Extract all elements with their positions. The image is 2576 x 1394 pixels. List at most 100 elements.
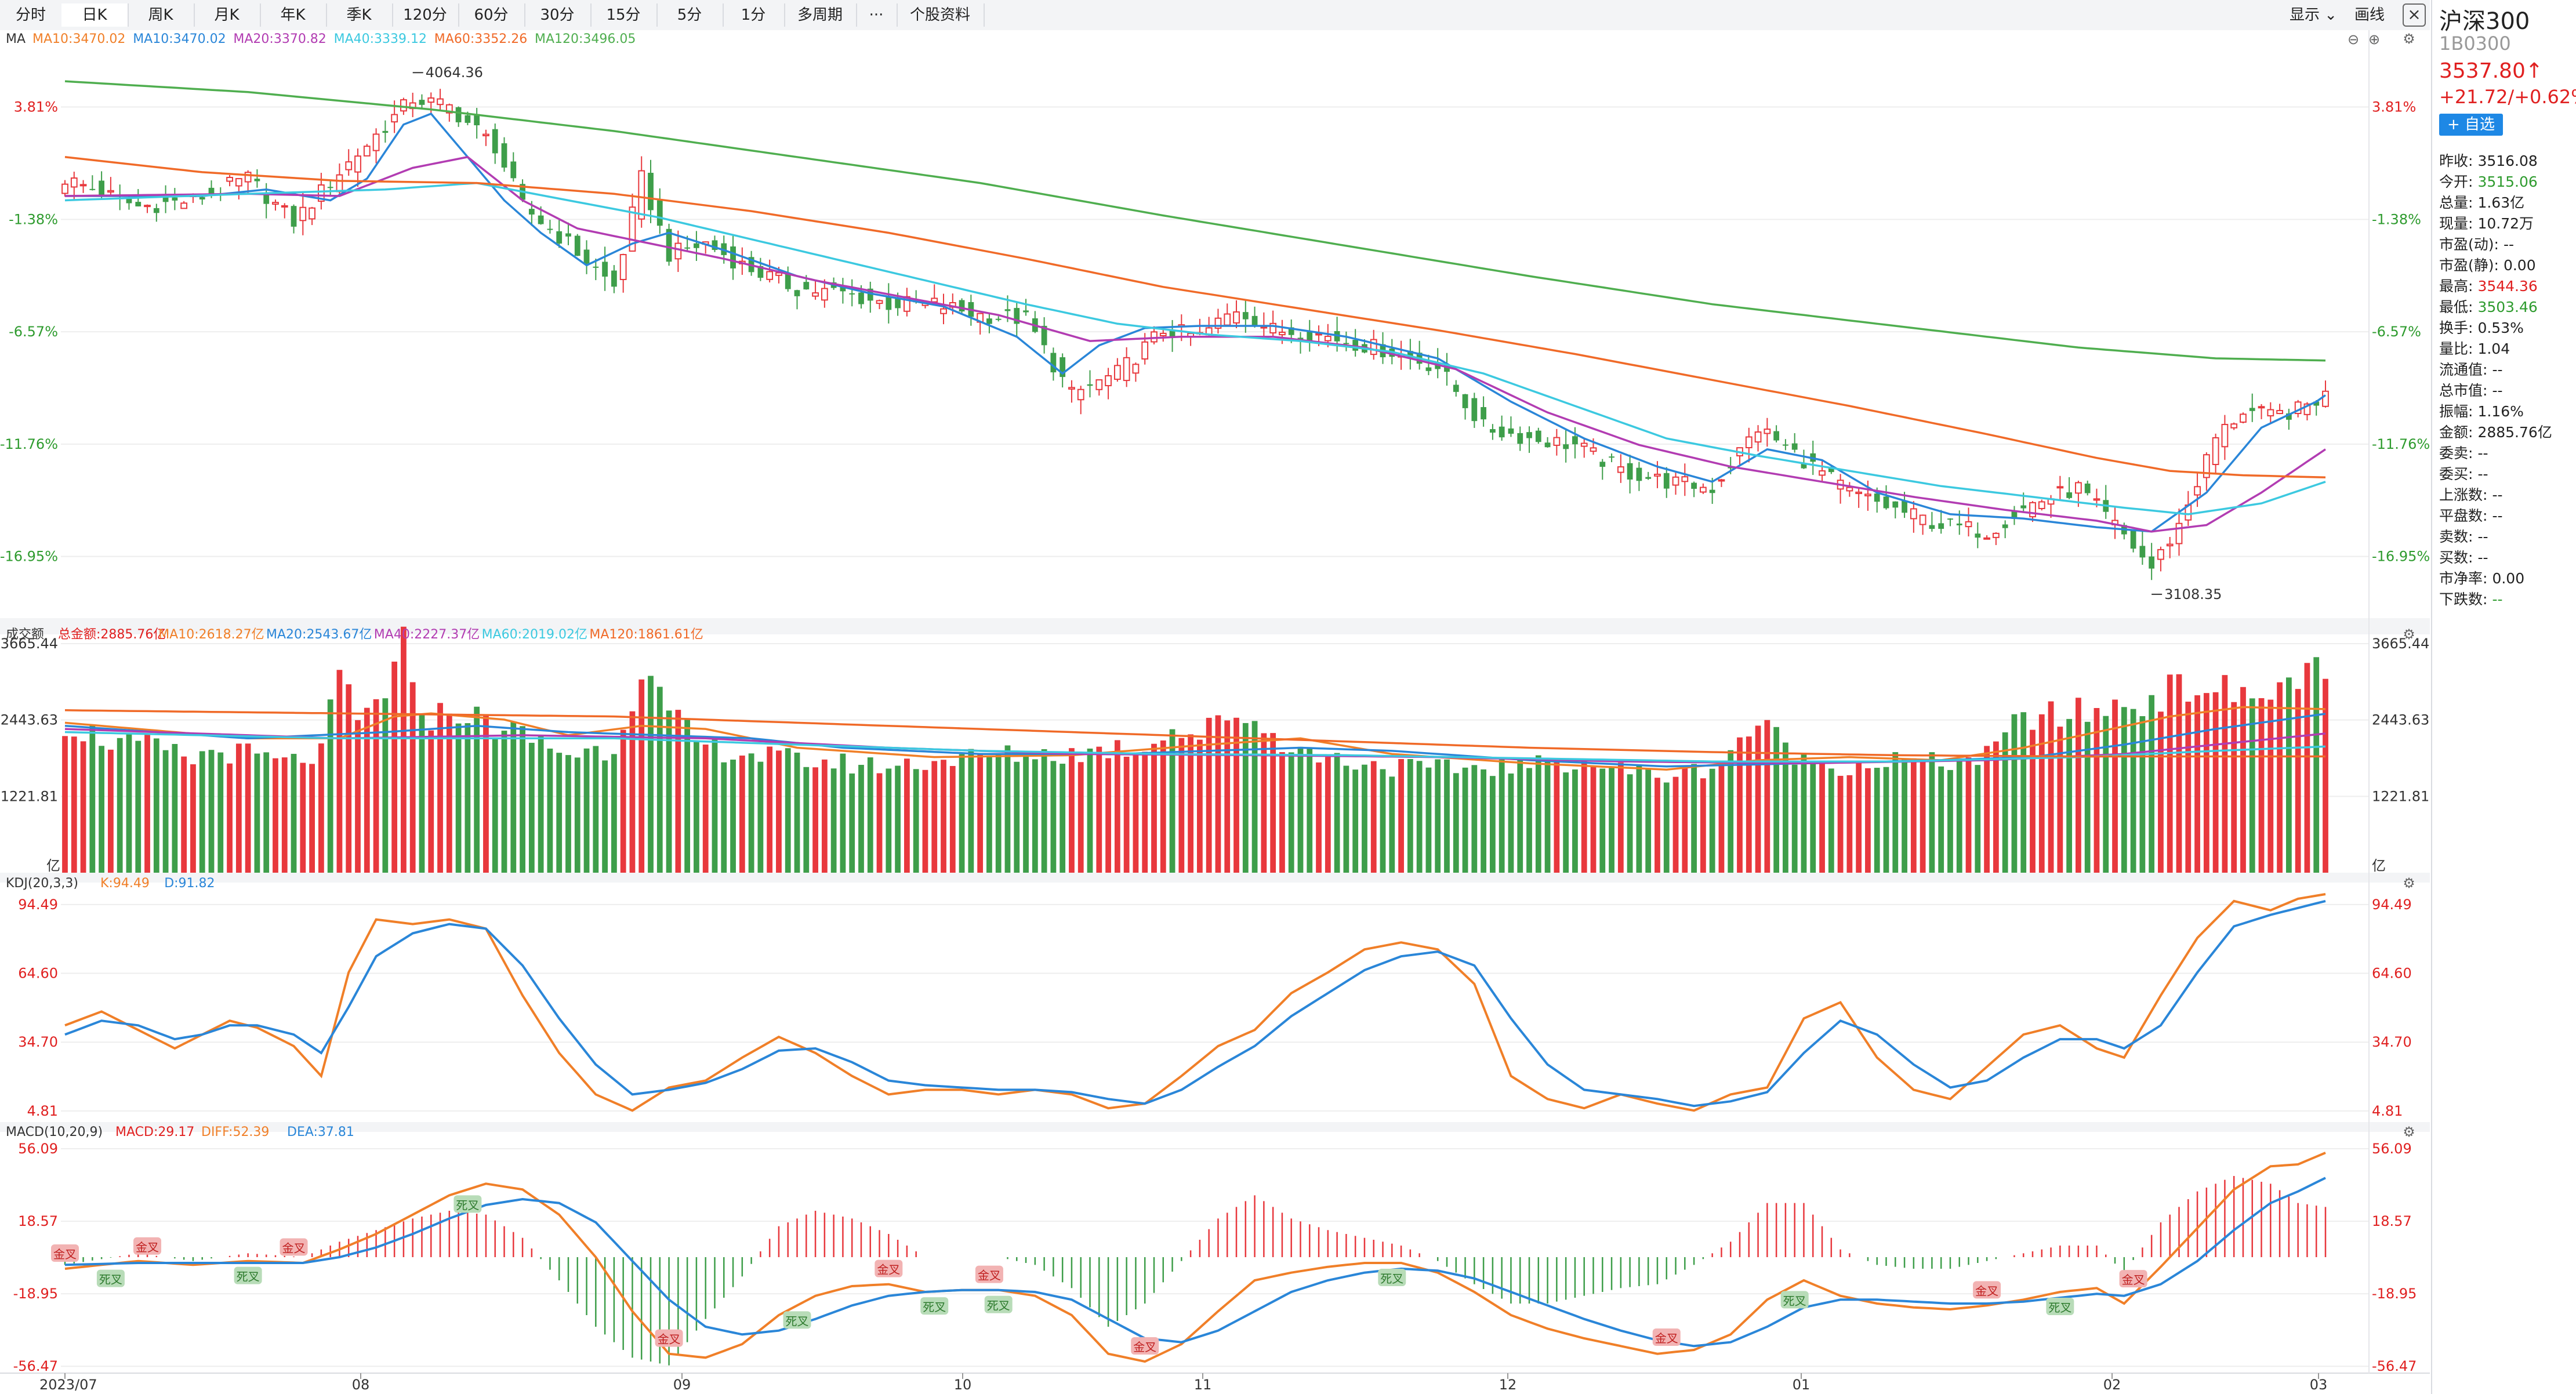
- y-tick-label: 3.81%: [14, 99, 58, 115]
- candle: [1462, 394, 1468, 408]
- candle: [1224, 313, 1231, 326]
- candle: [445, 104, 453, 114]
- candle: [1132, 364, 1140, 374]
- volume-bar: [217, 752, 224, 873]
- volume-bar: [1416, 761, 1423, 873]
- volume-bar: [794, 752, 800, 873]
- tab-6[interactable]: 120分: [392, 3, 459, 27]
- minus-icon[interactable]: ⊖: [2348, 31, 2359, 48]
- tab-3[interactable]: 月K: [194, 3, 261, 27]
- close-icon[interactable]: ×: [2403, 3, 2426, 27]
- volume-bar: [1526, 768, 1532, 873]
- candle: [812, 292, 819, 297]
- stat-label: 流通值:: [2439, 361, 2488, 378]
- candle: [1617, 466, 1624, 473]
- tab-11[interactable]: 1分: [723, 3, 785, 27]
- stat-row: 总市值: --: [2439, 379, 2502, 400]
- tab-5[interactable]: 季K: [326, 3, 393, 27]
- volume-bar: [2240, 687, 2246, 873]
- cross-label: 死叉: [2048, 1301, 2071, 1315]
- volume-bar: [2304, 663, 2310, 873]
- y-tick-label: -11.76%: [0, 436, 58, 452]
- candle: [840, 286, 846, 292]
- candle: [1050, 353, 1057, 373]
- candle: [1864, 493, 1871, 496]
- volume-bar: [1672, 776, 1679, 873]
- tab-12[interactable]: 多周期: [784, 3, 857, 27]
- stat-label: 换手:: [2439, 320, 2473, 336]
- volume-bar: [538, 736, 544, 873]
- volume-bar: [812, 767, 818, 873]
- volume-bar: [748, 753, 754, 873]
- candle: [1517, 433, 1523, 444]
- golden-cross-marker: 金叉: [280, 1238, 308, 1256]
- candle: [400, 99, 407, 112]
- plus-icon[interactable]: ⊕: [2368, 31, 2380, 48]
- volume-bar: [2103, 716, 2109, 873]
- candle: [89, 188, 96, 190]
- volume-bar: [245, 743, 251, 873]
- candle: [674, 242, 682, 260]
- y-tick-label: -16.95%: [0, 549, 58, 565]
- death-cross-marker: 死叉: [234, 1266, 262, 1284]
- tab-4[interactable]: 年K: [260, 3, 327, 27]
- cross-badge: [133, 1237, 162, 1255]
- volume-bar: [1352, 769, 1359, 873]
- candle: [1938, 523, 1944, 529]
- gear-icon[interactable]: ⚙: [2403, 875, 2415, 891]
- stat-label: 市盈(动):: [2439, 236, 2499, 253]
- tab-1[interactable]: 日K: [61, 3, 129, 27]
- golden-cross-marker: 金叉: [1973, 1281, 2001, 1299]
- candle: [648, 172, 654, 210]
- candle: [199, 197, 205, 199]
- volume-bar: [1581, 761, 1587, 873]
- golden-cross-marker: 金叉: [51, 1244, 79, 1262]
- gear-icon[interactable]: ⚙: [2403, 31, 2415, 47]
- candle: [1499, 426, 1505, 438]
- candle: [1269, 322, 1277, 334]
- volume-bar: [2094, 708, 2100, 873]
- gear-icon[interactable]: ⚙: [2403, 1124, 2415, 1140]
- tab-9[interactable]: 15分: [590, 3, 658, 27]
- y-tick-label: 2443.63: [2372, 712, 2429, 728]
- volume-bar: [1636, 765, 1642, 873]
- draw-line-button[interactable]: 画线: [2354, 6, 2385, 24]
- stat-value: 1.63亿: [2477, 194, 2525, 211]
- tab-8[interactable]: 30分: [524, 3, 592, 27]
- volume-bar: [629, 711, 636, 873]
- candle: [895, 299, 901, 308]
- tab-13[interactable]: ···: [856, 3, 898, 27]
- stat-label: 今开:: [2439, 173, 2473, 190]
- gear-icon[interactable]: ⚙: [2403, 626, 2415, 642]
- stat-label: 买数:: [2439, 549, 2473, 566]
- y-tick-label: 64.60: [2372, 965, 2412, 982]
- volume-bar: [1077, 762, 1084, 873]
- tab-10[interactable]: 5分: [656, 3, 724, 27]
- display-dropdown[interactable]: 显示 ⌄: [2290, 3, 2337, 27]
- candle: [1846, 487, 1853, 492]
- cross-label: 金叉: [53, 1247, 77, 1261]
- volume-bar: [730, 759, 736, 873]
- volume-bar: [2038, 714, 2045, 873]
- tab-14[interactable]: 个股资料: [897, 3, 985, 27]
- vol-ma-line-MA120: [64, 709, 2325, 758]
- candle: [363, 146, 371, 157]
- candle: [995, 318, 1002, 320]
- volume-bar: [2222, 675, 2228, 873]
- x-tick-label: 03: [2310, 1377, 2328, 1393]
- candle: [794, 290, 800, 296]
- volume-bar: [1517, 758, 1523, 873]
- stat-value: --: [2477, 549, 2488, 566]
- volume-bar: [2277, 682, 2283, 873]
- candle: [849, 293, 855, 295]
- tab-2[interactable]: 周K: [128, 3, 195, 27]
- tab-0[interactable]: 分时: [0, 3, 63, 27]
- add-watchlist-button[interactable]: + 自选: [2439, 114, 2503, 136]
- volume-bar: [1023, 755, 1029, 873]
- legend-entry: MA40:2227.37亿: [374, 627, 480, 642]
- tab-7[interactable]: 60分: [458, 3, 525, 27]
- volume-bar: [1655, 778, 1660, 873]
- candle: [1919, 514, 1926, 525]
- cross-badge: [1131, 1337, 1159, 1355]
